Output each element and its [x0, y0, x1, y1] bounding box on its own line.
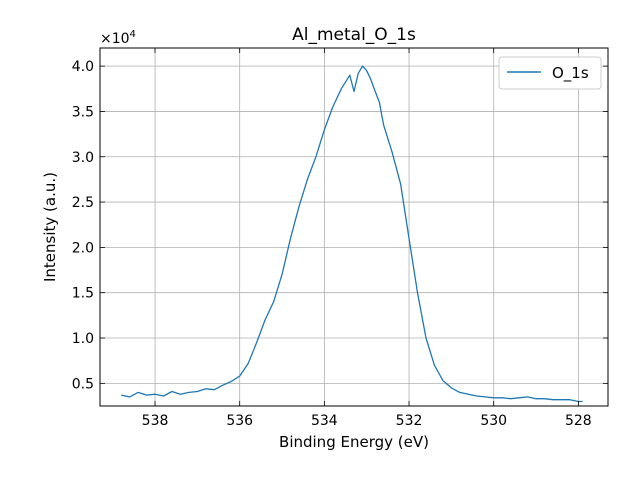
x-tick-label: 532 [396, 413, 423, 429]
y-tick-label: 2.5 [72, 195, 94, 211]
x-axis-label: Binding Energy (eV) [279, 433, 429, 451]
x-tick-label: 538 [142, 413, 169, 429]
y-axis-label: Intensity (a.u.) [41, 172, 59, 282]
y-multiplier-exponent: 4 [130, 29, 136, 40]
plot-frame [99, 47, 609, 407]
chart-title: Al_metal_O_1s [292, 25, 416, 45]
x-tick-label: 536 [226, 413, 253, 429]
series-line-o-1s [121, 65, 583, 403]
ticks: 538 536 534 532 530 528 0.5 1.0 1.5 2.0 2.5 3.0 3.5 4… [72, 48, 608, 429]
y-tick-label: 0.5 [72, 376, 94, 392]
y-tick-label: 4.0 [72, 59, 94, 75]
y-tick-label: 1.5 [72, 286, 94, 302]
legend: O_1s [498, 56, 602, 90]
legend-box [498, 56, 602, 90]
y-multiplier-base: ×10 [100, 31, 130, 47]
y-multiplier: ×104 [100, 29, 136, 47]
x-tick-label: 528 [565, 413, 592, 429]
series-layer [121, 65, 583, 403]
x-tick-label: 530 [480, 413, 507, 429]
x-tick-label: 534 [311, 413, 338, 429]
y-tick-label: 2.0 [72, 240, 94, 256]
legend-label-o-1s: O_1s [552, 64, 589, 83]
y-tick-label: 3.5 [72, 104, 94, 120]
grid [100, 48, 608, 406]
y-tick-label: 1.0 [72, 331, 94, 347]
y-tick-label: 3.0 [72, 150, 94, 166]
